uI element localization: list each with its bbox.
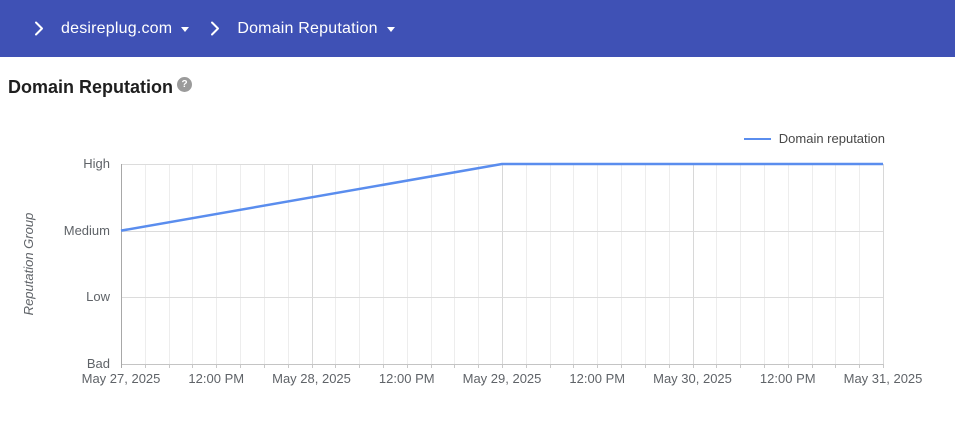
page-title-row: Domain Reputation ? [8,76,192,98]
x-tick-label: May 30, 2025 [653,371,732,386]
chevron-right-icon [210,21,220,36]
domain-selector-label: desireplug.com [61,19,173,37]
series-line [120,162,883,232]
x-tick-label: May 29, 2025 [462,371,542,386]
y-tick-label: Low [86,289,110,305]
legend-label: Domain reputation [778,131,885,146]
domain-selector[interactable]: desireplug.com [61,19,190,38]
x-tick-label: 12:00 PM [759,371,816,386]
report-selector-label: Domain Reputation [237,19,378,37]
y-tick-label: Bad [86,356,110,371]
caret-down-icon [386,27,395,32]
x-tick-label: May 28, 2025 [272,371,351,386]
x-tick-label: 12:00 PM [188,371,245,386]
x-tick-label: 12:00 PM [569,371,626,386]
y-tick-label: Medium [63,222,110,238]
report-selector[interactable]: Domain Reputation [237,19,395,38]
help-icon[interactable]: ? [177,77,192,92]
page-title: Domain Reputation [8,77,173,97]
x-tick-label: 12:00 PM [378,371,435,386]
chevron-right-icon [34,21,44,36]
caret-down-icon [181,27,190,32]
y-tick-label: High [83,156,110,171]
legend-line-swatch [743,137,771,140]
breadcrumb-bar: desireplug.com Domain Reputation [0,0,955,57]
x-tick-label: May 31, 2025 [843,371,923,386]
reputation-line-chart [120,162,884,368]
chart-legend: Domain reputation [743,131,885,146]
x-tick-label: May 27, 2025 [81,371,161,386]
